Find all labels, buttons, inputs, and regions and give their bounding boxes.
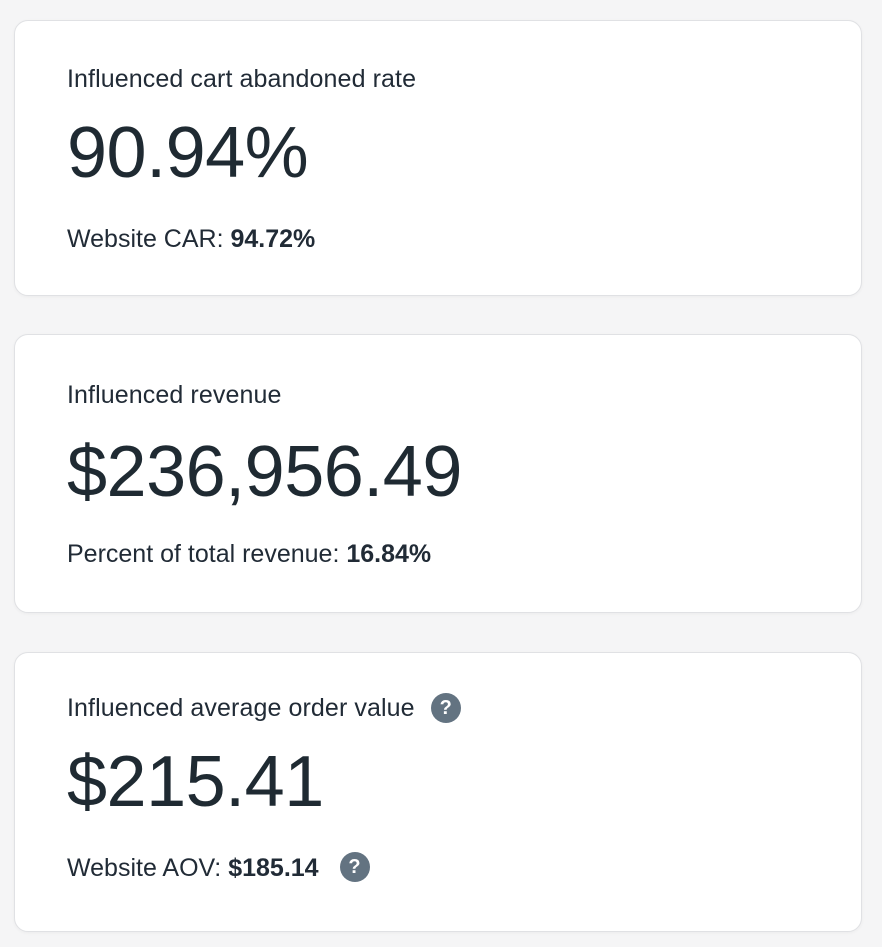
metric-title: Influenced cart abandoned rate bbox=[67, 65, 417, 93]
metric-title-row: Influenced cart abandoned rate bbox=[67, 63, 809, 95]
help-icon[interactable]: ? bbox=[339, 852, 370, 883]
metric-subtitle: Percent of total revenue: 16.84% bbox=[67, 538, 809, 570]
metric-subtitle-label: Website CAR: bbox=[67, 225, 224, 253]
metric-value: $236,956.49 bbox=[67, 432, 462, 512]
metric-title: Influenced revenue bbox=[67, 381, 282, 409]
metric-card-influenced-cart-abandoned-rate: Influenced cart abandoned rate 90.94% We… bbox=[14, 20, 862, 296]
metric-value: 90.94% bbox=[67, 113, 309, 193]
metric-title-row: Influenced average order value ? bbox=[67, 692, 809, 724]
metric-title-row: Influenced revenue bbox=[67, 379, 809, 411]
metric-card-influenced-revenue: Influenced revenue $236,956.49 Percent o… bbox=[14, 334, 862, 613]
metric-card-influenced-average-order-value: Influenced average order value ? $215.41… bbox=[14, 652, 862, 932]
metric-subtitle: Website CAR: 94.72% bbox=[67, 223, 809, 255]
metric-subtitle-label: Percent of total revenue: bbox=[67, 540, 340, 568]
metric-title: Influenced average order value bbox=[67, 694, 415, 722]
metric-subtitle-label: Website AOV: bbox=[67, 854, 222, 882]
metric-subtitle-value: $185.14 bbox=[228, 854, 319, 882]
metric-subtitle-value: 94.72% bbox=[230, 225, 316, 253]
metric-value: $215.41 bbox=[67, 742, 324, 822]
help-icon[interactable]: ? bbox=[430, 693, 461, 723]
metric-subtitle-value: 16.84% bbox=[346, 540, 432, 568]
metric-subtitle: Website AOV: $185.14 ? bbox=[67, 852, 809, 884]
